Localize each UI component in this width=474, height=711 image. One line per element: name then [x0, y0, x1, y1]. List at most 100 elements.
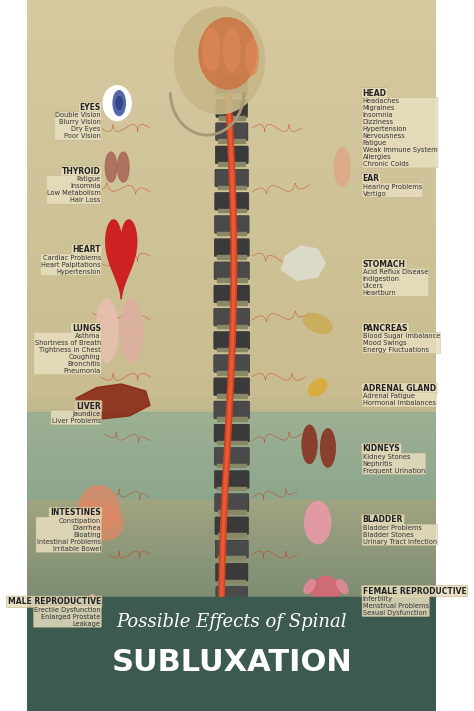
- Bar: [27, 387, 437, 391]
- Bar: [27, 572, 437, 576]
- Bar: [27, 348, 437, 352]
- Text: Kidney Stones
Nephritis
Frequent Urination: Kidney Stones Nephritis Frequent Urinati…: [363, 454, 425, 474]
- Bar: [27, 423, 437, 427]
- Bar: [27, 220, 437, 224]
- Bar: [27, 505, 437, 508]
- Bar: [27, 78, 437, 82]
- Bar: [27, 412, 437, 498]
- Bar: [27, 156, 437, 160]
- Text: STOMACH: STOMACH: [363, 260, 406, 269]
- Bar: [27, 626, 437, 629]
- Bar: [27, 512, 437, 515]
- Bar: [27, 530, 437, 533]
- Bar: [27, 597, 437, 711]
- Bar: [27, 36, 437, 39]
- Text: Headaches
Migraines
Insomnia
Dizziness
Hypertension
Nervousness
Fatigue
Weak Imm: Headaches Migraines Insomnia Dizziness H…: [363, 98, 438, 167]
- Bar: [27, 25, 437, 28]
- Bar: [27, 28, 437, 32]
- Ellipse shape: [120, 299, 143, 363]
- Text: Erectile Dysfunction
Enlarged Prostate
Leakage: Erectile Dysfunction Enlarged Prostate L…: [34, 606, 101, 626]
- Bar: [27, 213, 437, 217]
- Bar: [27, 679, 437, 683]
- Bar: [27, 167, 437, 171]
- Bar: [27, 480, 437, 483]
- Bar: [27, 619, 437, 622]
- Bar: [219, 603, 245, 606]
- Bar: [27, 377, 437, 380]
- FancyBboxPatch shape: [216, 77, 247, 94]
- Polygon shape: [106, 220, 137, 299]
- Bar: [27, 160, 437, 164]
- Bar: [27, 487, 437, 491]
- Bar: [27, 64, 437, 68]
- Bar: [218, 186, 246, 189]
- Bar: [27, 562, 437, 565]
- FancyBboxPatch shape: [215, 193, 249, 210]
- Bar: [27, 690, 437, 693]
- Text: PANCREAS: PANCREAS: [363, 324, 408, 333]
- FancyBboxPatch shape: [216, 100, 247, 117]
- Bar: [27, 643, 437, 647]
- Bar: [27, 469, 437, 473]
- Text: Jaundice
Liver Problems: Jaundice Liver Problems: [52, 411, 101, 424]
- Bar: [27, 668, 437, 672]
- Bar: [27, 124, 437, 128]
- Bar: [27, 565, 437, 569]
- Bar: [27, 587, 437, 590]
- Bar: [218, 557, 246, 560]
- Ellipse shape: [302, 424, 317, 464]
- Bar: [27, 281, 437, 284]
- Bar: [27, 171, 437, 174]
- Bar: [27, 217, 437, 220]
- Bar: [27, 345, 437, 348]
- Bar: [27, 292, 437, 295]
- Bar: [27, 451, 437, 455]
- Bar: [27, 92, 437, 96]
- Bar: [27, 57, 437, 60]
- Bar: [27, 430, 437, 434]
- Text: Constipation
Diarrhea
Bloating
Intestinal Problems
Irritable Bowel: Constipation Diarrhea Bloating Intestina…: [36, 518, 101, 552]
- Bar: [27, 203, 437, 206]
- Bar: [27, 146, 437, 149]
- Bar: [27, 277, 437, 281]
- FancyBboxPatch shape: [215, 517, 248, 535]
- Bar: [27, 654, 437, 658]
- Bar: [27, 231, 437, 235]
- Ellipse shape: [97, 598, 109, 625]
- Bar: [27, 533, 437, 537]
- Bar: [27, 416, 437, 419]
- FancyBboxPatch shape: [214, 355, 250, 373]
- FancyBboxPatch shape: [214, 215, 249, 233]
- Bar: [27, 316, 437, 320]
- FancyBboxPatch shape: [214, 331, 250, 349]
- Ellipse shape: [309, 379, 327, 396]
- Bar: [27, 459, 437, 462]
- Text: Double Vision
Blurry Vision
Dry Eyes
Poor Vision: Double Vision Blurry Vision Dry Eyes Poo…: [55, 112, 101, 139]
- Bar: [27, 139, 437, 142]
- Bar: [27, 50, 437, 53]
- FancyBboxPatch shape: [216, 587, 247, 604]
- Bar: [27, 252, 437, 256]
- Bar: [27, 636, 437, 640]
- Bar: [27, 185, 437, 188]
- Text: MALE REPRODUCTIVE: MALE REPRODUCTIVE: [8, 597, 101, 606]
- Bar: [27, 89, 437, 92]
- Bar: [27, 370, 437, 373]
- Bar: [217, 417, 247, 421]
- Bar: [27, 270, 437, 274]
- Bar: [27, 249, 437, 252]
- Bar: [27, 85, 437, 89]
- Bar: [27, 661, 437, 665]
- Bar: [27, 18, 437, 21]
- Bar: [27, 103, 437, 107]
- Bar: [27, 547, 437, 551]
- Bar: [27, 32, 437, 36]
- FancyBboxPatch shape: [215, 169, 248, 187]
- Bar: [27, 302, 437, 306]
- Bar: [27, 412, 437, 416]
- Bar: [27, 181, 437, 185]
- Bar: [27, 615, 437, 619]
- Bar: [27, 508, 437, 512]
- Text: HEART: HEART: [73, 245, 101, 255]
- Bar: [27, 288, 437, 292]
